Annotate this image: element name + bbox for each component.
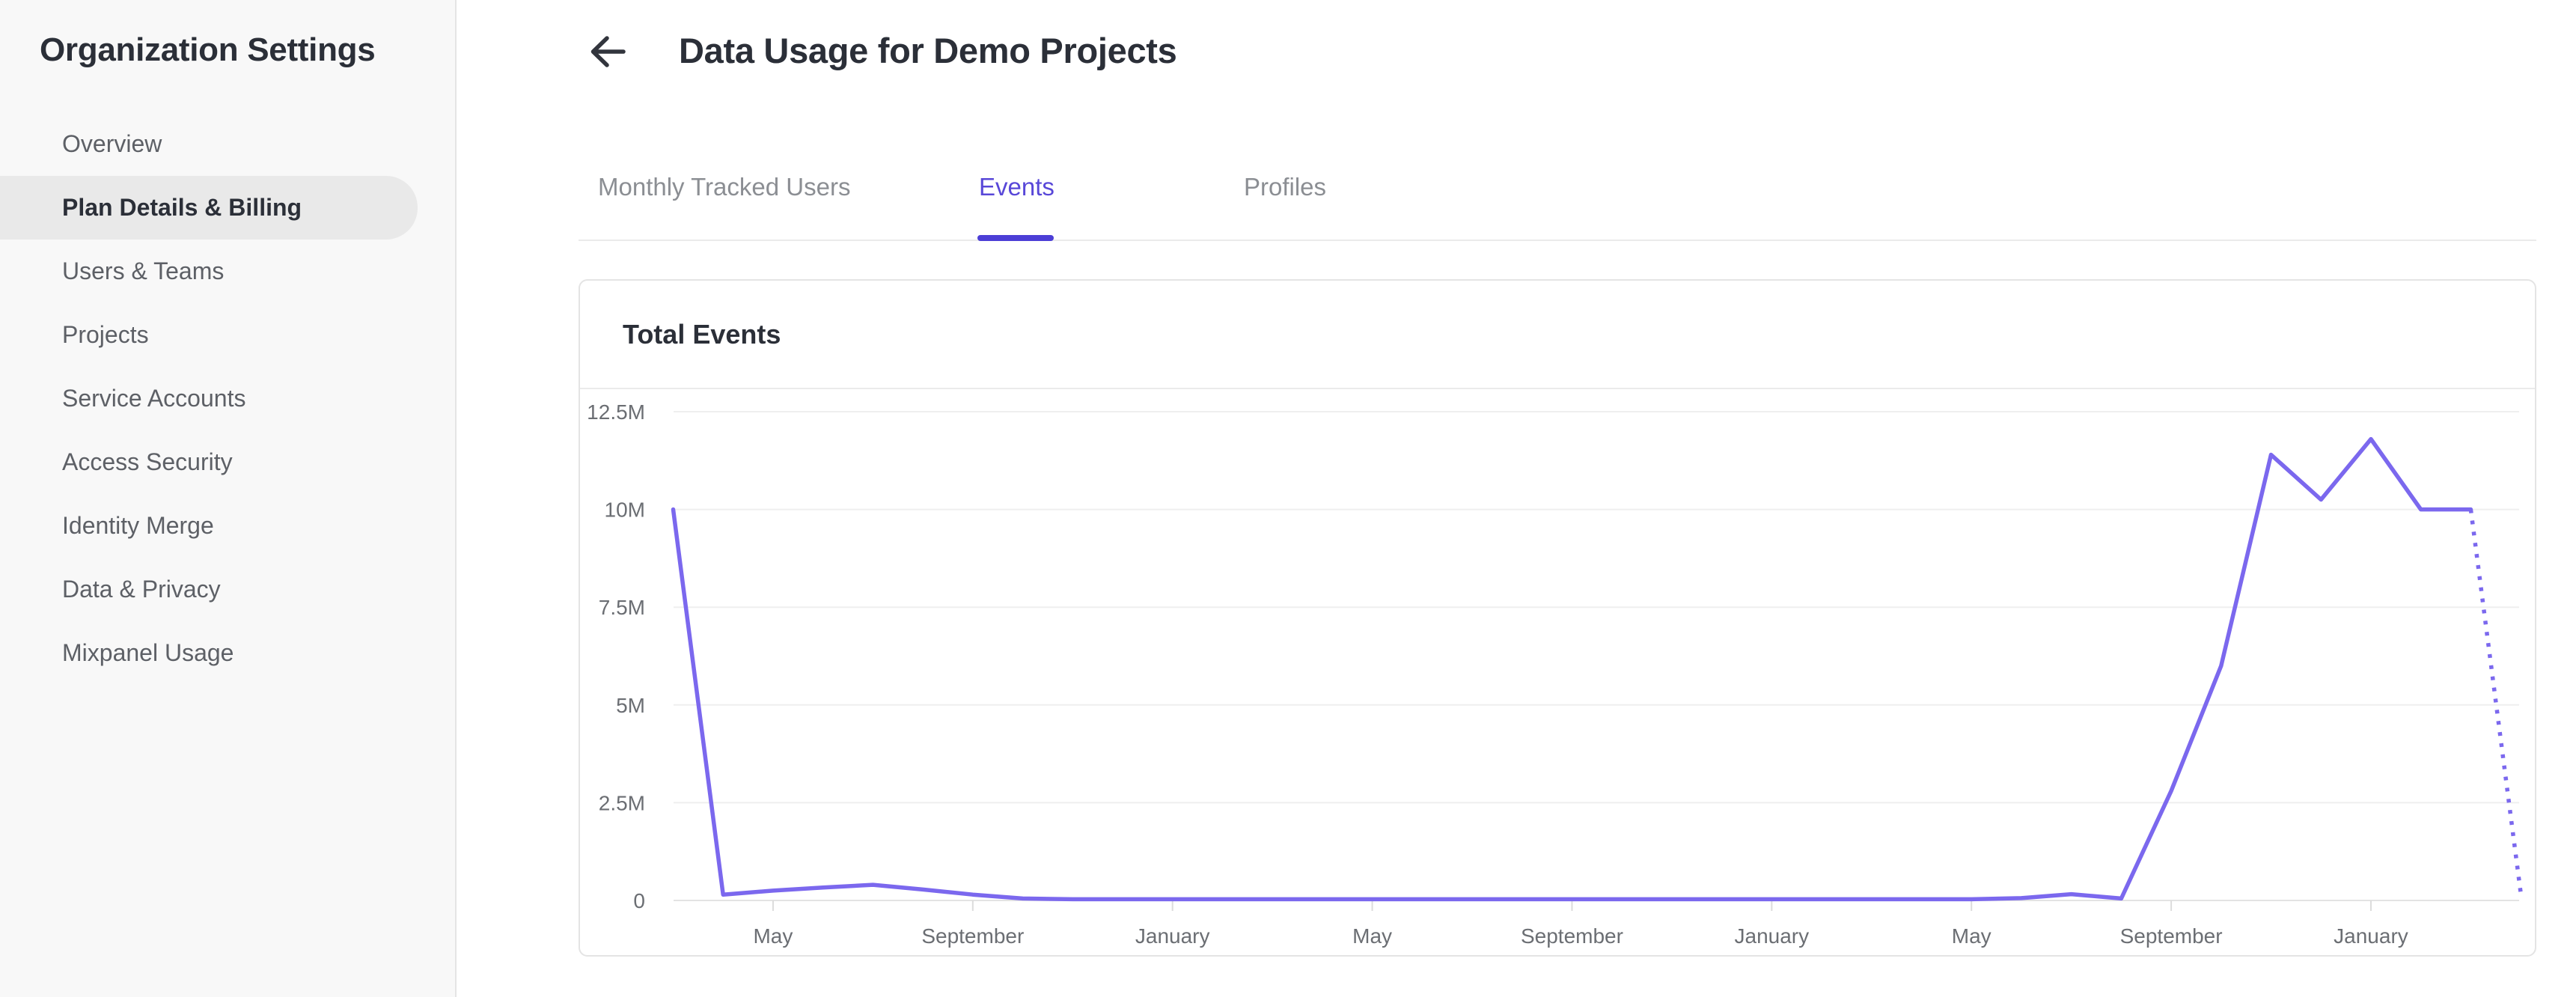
- svg-text:May: May: [1952, 924, 1991, 948]
- tabs-divider: [579, 240, 2536, 241]
- sidebar: Organization Settings Overview Plan Deta…: [0, 0, 457, 997]
- svg-text:5M: 5M: [616, 694, 645, 717]
- svg-text:May: May: [753, 924, 793, 948]
- total-events-card: Total Events 12.5M 10M 7.5M 5M 2.5M 0 May Septe…: [579, 279, 2536, 957]
- sidebar-item-service-accounts[interactable]: Service Accounts: [62, 385, 246, 412]
- sidebar-item-overview[interactable]: Overview: [62, 130, 162, 157]
- sidebar-item-data-privacy[interactable]: Data & Privacy: [62, 576, 221, 603]
- active-tab-underline: [977, 235, 1054, 241]
- sidebar-item-mixpanel-usage[interactable]: Mixpanel Usage: [62, 639, 234, 666]
- svg-text:September: September: [1521, 924, 1623, 948]
- sidebar-item-identity-merge[interactable]: Identity Merge: [62, 512, 214, 539]
- sidebar-title: Organization Settings: [40, 31, 376, 68]
- svg-text:7.5M: 7.5M: [599, 596, 645, 619]
- sidebar-item-access-security[interactable]: Access Security: [62, 448, 233, 475]
- svg-text:September: September: [2120, 924, 2223, 948]
- svg-text:January: January: [1735, 924, 1810, 948]
- sidebar-item-users-teams[interactable]: Users & Teams: [62, 257, 225, 284]
- sidebar-item-plan-details-billing[interactable]: Plan Details & Billing: [0, 176, 418, 240]
- events-line-chart[interactable]: 12.5M 10M 7.5M 5M 2.5M 0 May September January Ma…: [580, 389, 2535, 954]
- card-title: Total Events: [623, 318, 781, 350]
- svg-text:September: September: [921, 924, 1024, 948]
- tab-monthly-tracked-users[interactable]: Monthly Tracked Users: [598, 173, 851, 201]
- svg-text:12.5M: 12.5M: [587, 400, 645, 424]
- svg-text:May: May: [1352, 924, 1392, 948]
- svg-text:0: 0: [633, 889, 645, 912]
- svg-text:January: January: [1135, 924, 1210, 948]
- card-header: Total Events: [580, 281, 2535, 389]
- sidebar-nav: Overview Plan Details & Billing Users & …: [0, 112, 455, 685]
- svg-text:January: January: [2334, 924, 2408, 948]
- back-arrow-icon: [589, 36, 626, 73]
- tab-events[interactable]: Events: [979, 173, 1054, 201]
- sidebar-item-projects[interactable]: Projects: [62, 321, 149, 348]
- page-title: Data Usage for Demo Projects: [679, 31, 1177, 70]
- back-button[interactable]: [588, 33, 627, 72]
- svg-text:2.5M: 2.5M: [599, 791, 645, 814]
- chart-area: 12.5M 10M 7.5M 5M 2.5M 0 May September January Ma…: [580, 389, 2535, 954]
- svg-text:10M: 10M: [605, 498, 645, 522]
- tab-profiles[interactable]: Profiles: [1244, 173, 1327, 201]
